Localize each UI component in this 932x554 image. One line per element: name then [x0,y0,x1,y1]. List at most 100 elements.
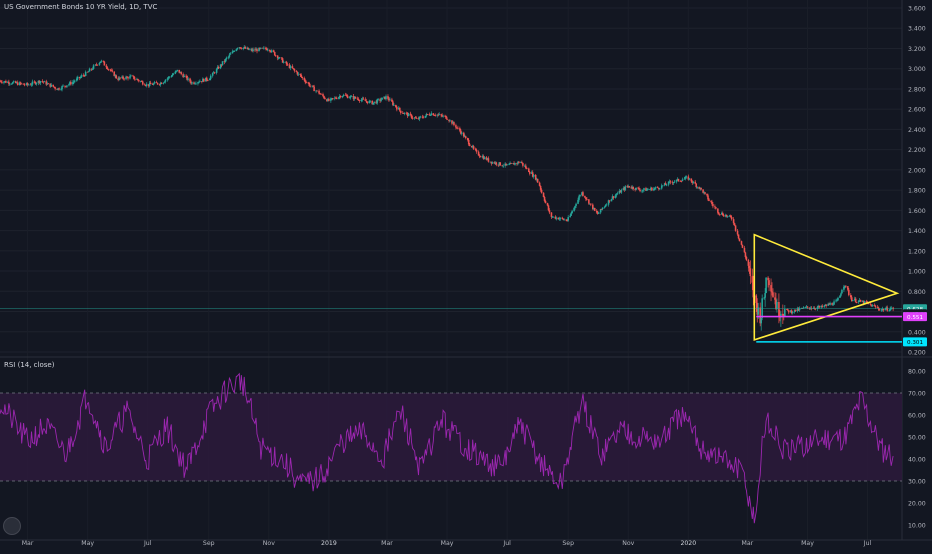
candle [430,113,433,116]
candle [808,307,811,309]
tradingview-logo-icon[interactable] [3,517,21,535]
candle [607,200,610,205]
candle [349,96,352,98]
candle [312,85,314,87]
candle [166,78,169,80]
candle [848,289,850,296]
rsi-tick-label: 50.00 [908,435,926,442]
candle [266,48,268,51]
candle [610,199,613,202]
candle [15,82,18,84]
candle [335,98,338,100]
candle [844,285,846,287]
candle [579,195,581,197]
time-tick-label: May [81,540,94,547]
candle [833,301,835,305]
candle [300,75,303,77]
candle [538,182,541,186]
candle [331,98,333,99]
candle [878,308,881,311]
price-tick-label: 0.400 [908,329,926,336]
candle [882,308,885,311]
candle [752,282,755,298]
candle [668,181,671,183]
cyan-level-label: 0.301 [907,340,923,346]
candle [763,297,765,299]
candle [730,217,733,220]
candle [445,115,447,119]
candle [675,179,678,182]
candle [337,97,340,99]
price-tick-label: 1.200 [908,248,926,255]
candle [592,207,595,209]
candle [479,156,482,158]
candle [646,189,648,191]
candle [493,162,496,164]
candle [205,77,208,81]
candle [513,163,515,165]
candle [354,96,357,99]
candle [802,307,805,309]
candle [771,291,773,293]
candle [299,73,302,76]
price-tick-label: 0.800 [908,289,926,296]
candle [119,77,121,79]
candle [134,78,136,80]
candle [74,80,76,82]
candle [221,61,224,66]
candle [273,51,276,56]
candle [99,61,102,64]
candle [103,61,106,66]
candle [42,81,45,83]
candle [432,113,435,116]
candle [413,117,416,119]
candle [717,208,719,213]
candle [495,162,498,165]
candle [849,295,852,298]
candle [229,53,232,55]
candle [143,84,146,86]
candle [141,81,144,85]
rsi-tick-label: 30.00 [908,479,926,486]
candle [471,146,474,148]
candle [102,60,105,62]
candle [850,297,853,302]
candle [132,75,134,77]
candle [743,247,746,253]
candle [118,77,120,81]
candle [890,307,892,309]
candle [632,186,634,190]
candle [468,144,471,147]
candle [58,88,60,90]
candle [385,96,387,100]
rsi-tick-label: 10.00 [908,523,926,530]
candle [624,186,627,190]
candle [284,61,287,63]
candle [308,82,311,86]
candle [50,84,53,87]
candle [12,82,14,84]
candle [158,84,161,86]
candle [52,84,54,87]
candle [346,95,349,99]
candle [718,212,720,215]
candle [384,96,386,100]
candle [732,219,735,224]
candle [167,76,170,79]
candle [667,181,670,185]
candle [601,207,604,210]
candle [424,115,427,118]
candle [542,192,545,197]
candle [612,196,615,198]
candle [130,75,132,77]
candle [611,196,614,200]
candle [832,304,834,306]
candle [303,78,306,81]
candle [31,81,34,85]
candle [215,69,218,73]
candle [259,47,261,49]
candle [39,81,42,84]
candle [857,300,860,303]
candle [217,66,220,69]
